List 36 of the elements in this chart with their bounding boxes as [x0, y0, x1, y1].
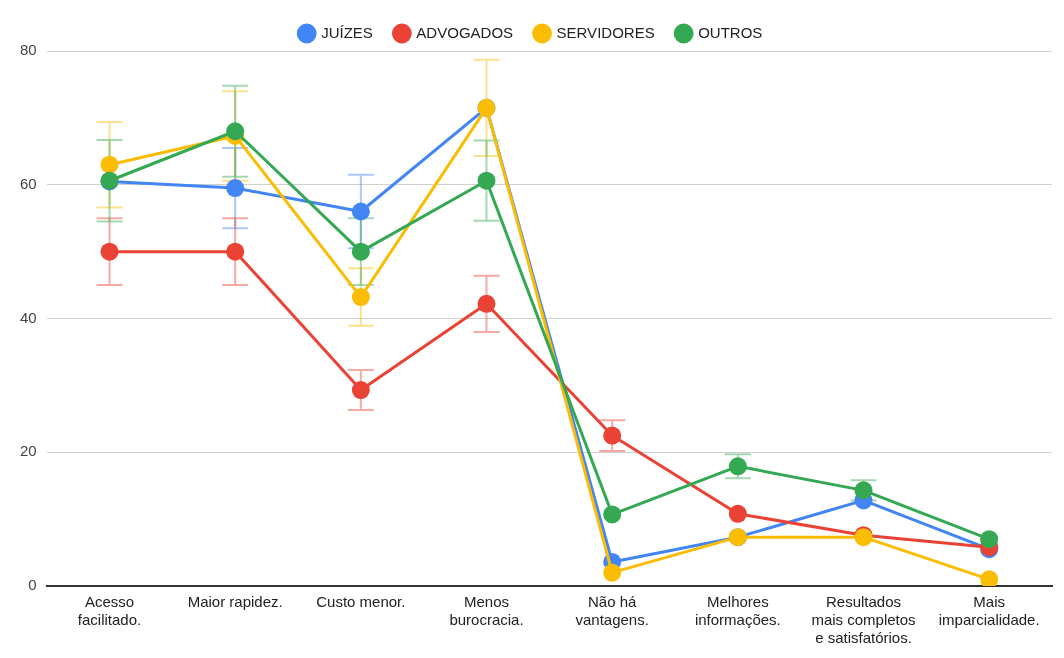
y-tick-label: 60: [20, 174, 37, 192]
y-tick-label: 20: [20, 442, 37, 460]
point: [226, 179, 245, 198]
point: [728, 504, 747, 523]
point: [351, 202, 370, 221]
x-tick-label: Acesso facilitado.: [77, 593, 142, 629]
point: [477, 294, 496, 313]
x-tick-label: Menos burocracia.: [449, 593, 524, 629]
x-tick-label: Melhores informações.: [694, 593, 781, 629]
point: [351, 288, 370, 307]
y-tick-label: 40: [20, 308, 37, 326]
point: [351, 381, 370, 400]
x-tick-label: Resultados mais completos e satisfatórios.: [811, 593, 916, 647]
x-tick-label: Custo menor.: [316, 593, 406, 611]
legend-label: JUÍZES: [321, 23, 373, 41]
point: [603, 563, 622, 582]
point: [226, 242, 245, 261]
point: [980, 530, 999, 549]
x-tick-label: Maior rapidez.: [187, 593, 283, 611]
point: [603, 426, 622, 445]
point: [603, 505, 622, 524]
point: [728, 457, 747, 476]
point: [477, 171, 496, 190]
point: [351, 242, 370, 261]
x-tick-label: Não há vantagens.: [575, 593, 649, 629]
point: [100, 242, 119, 261]
legend-label: ADVOGADOS: [416, 23, 514, 41]
legend-label: SERVIDORES: [556, 23, 655, 41]
point: [100, 155, 119, 174]
y-tick-label: 0: [28, 576, 37, 594]
point: [854, 481, 873, 500]
y-tick-label: 80: [20, 41, 37, 59]
x-tick-label: Mais imparcialidade.: [938, 593, 1040, 629]
legend-label: OUTROS: [698, 23, 763, 41]
point: [226, 122, 245, 141]
point: [980, 570, 999, 586]
